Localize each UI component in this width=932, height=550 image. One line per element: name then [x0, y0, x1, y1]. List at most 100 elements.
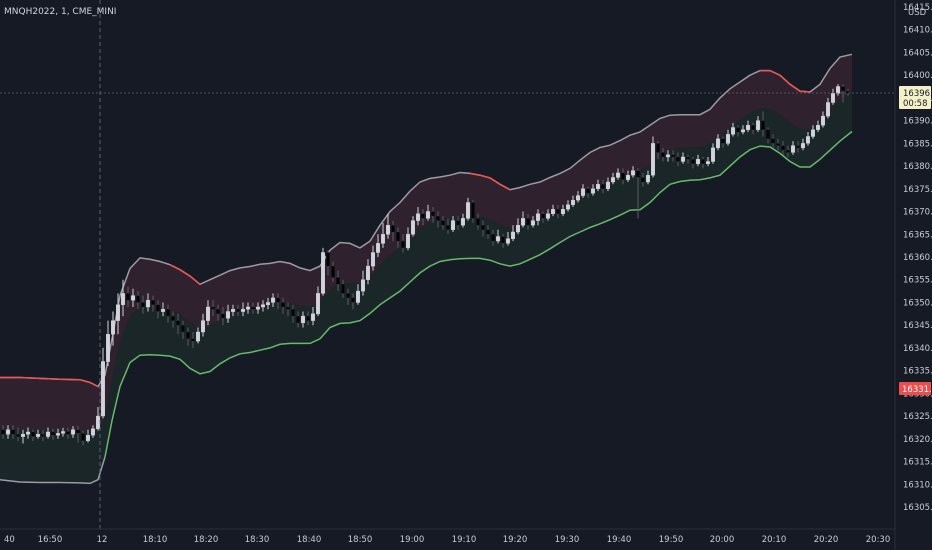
candle	[411, 216, 416, 237]
candle	[546, 209, 551, 221]
candle	[806, 132, 811, 146]
candle	[170, 311, 175, 328]
currency-label: USD	[908, 8, 927, 18]
candle	[190, 332, 195, 348]
candle	[521, 211, 526, 228]
time-tick-label: 18:20	[194, 535, 219, 545]
candle	[331, 261, 336, 282]
candle-body-up	[366, 265, 371, 280]
price-tick-label: 16335.00	[903, 367, 932, 377]
candle-body-up	[756, 120, 761, 130]
candle-body-up	[596, 184, 601, 190]
candle-body-down	[80, 433, 85, 441]
candle	[666, 150, 671, 162]
candle-body-down	[326, 252, 331, 267]
candle-body-down	[396, 231, 401, 242]
candle-body-down	[541, 213, 546, 219]
candle-body-up	[361, 279, 366, 292]
candle	[245, 302, 250, 314]
lower-band-fill	[0, 92, 852, 484]
candle-body-up	[426, 211, 431, 219]
candle-body-up	[371, 252, 376, 267]
candle	[776, 138, 781, 151]
candle	[110, 311, 115, 346]
candle	[65, 427, 70, 439]
candle-body-up	[821, 115, 826, 126]
candle-body-down	[676, 156, 681, 162]
candle-body-up	[416, 213, 421, 221]
candle	[175, 313, 180, 335]
candle	[396, 227, 401, 248]
candle	[125, 286, 130, 307]
candle-body-down	[841, 86, 846, 92]
candle	[391, 220, 396, 242]
candle-body-up	[230, 309, 235, 312]
candle-body-up	[46, 431, 51, 437]
candle	[631, 166, 636, 178]
candle	[240, 302, 245, 317]
candle-body-up	[746, 124, 751, 130]
candle-body-up	[90, 428, 95, 436]
candle	[61, 427, 66, 437]
candle	[571, 195, 576, 207]
candle-body-up	[261, 304, 266, 308]
candle	[26, 427, 31, 439]
candle	[235, 304, 240, 317]
candle	[586, 186, 591, 198]
time-tick-label: 19:40	[607, 535, 632, 545]
candle-body-up	[726, 134, 731, 144]
candle	[90, 425, 95, 438]
candle	[200, 313, 205, 337]
price-tick-label: 16355.00	[903, 276, 932, 286]
candle-body-up	[576, 195, 581, 201]
candle-body-down	[75, 429, 80, 434]
price-tick-label: 16360.00	[903, 253, 932, 263]
candle	[441, 216, 446, 230]
candle-body-up	[266, 302, 271, 305]
candle	[611, 172, 616, 185]
last-price-tag: 16396.00 00:58	[899, 86, 932, 109]
candle-body-down	[796, 145, 801, 149]
price-tick-label: 16380.00	[903, 162, 932, 172]
candle-body-up	[376, 243, 381, 253]
upper-band-down-segment	[469, 172, 511, 191]
price-tick-label: 16405.00	[903, 49, 932, 59]
time-axis[interactable]: 40 16:50 12 18:10 18:20 18:30 18:40 18:50 19:00 1…	[4, 535, 890, 545]
candle-body-down	[41, 434, 46, 437]
candle	[341, 279, 346, 298]
candle	[306, 311, 311, 326]
candle	[531, 216, 536, 228]
price-axis[interactable]: 16305.00 16310.00 16315.00 16320.00 16325.00…	[903, 3, 932, 513]
candle-body-up	[511, 231, 516, 240]
lower-band-line	[104, 130, 853, 458]
candle	[210, 300, 215, 317]
candle	[351, 293, 356, 310]
candle-body-up	[806, 136, 811, 144]
candle-body-up	[100, 361, 105, 417]
candle	[556, 204, 561, 219]
candle	[771, 134, 776, 148]
candle	[796, 141, 801, 153]
candle	[180, 320, 185, 339]
candle	[591, 184, 596, 196]
upper-band-down-segment	[0, 376, 99, 388]
time-tick-label: 20:20	[814, 535, 839, 545]
candle-body-down	[846, 90, 851, 94]
candle	[781, 141, 786, 155]
candle-body-down	[771, 138, 776, 144]
candle-body-down	[641, 177, 646, 183]
candle	[361, 270, 366, 296]
time-tick-label: 18:50	[348, 535, 373, 545]
candle-body-down	[691, 159, 696, 165]
candle-body-down	[481, 224, 486, 230]
candle	[526, 213, 531, 230]
candle	[746, 120, 751, 132]
candle	[215, 304, 220, 321]
candle-body-down	[10, 429, 15, 435]
candle	[446, 218, 451, 235]
candle-body-down	[190, 338, 195, 342]
candle	[636, 168, 641, 219]
candle	[826, 97, 831, 119]
